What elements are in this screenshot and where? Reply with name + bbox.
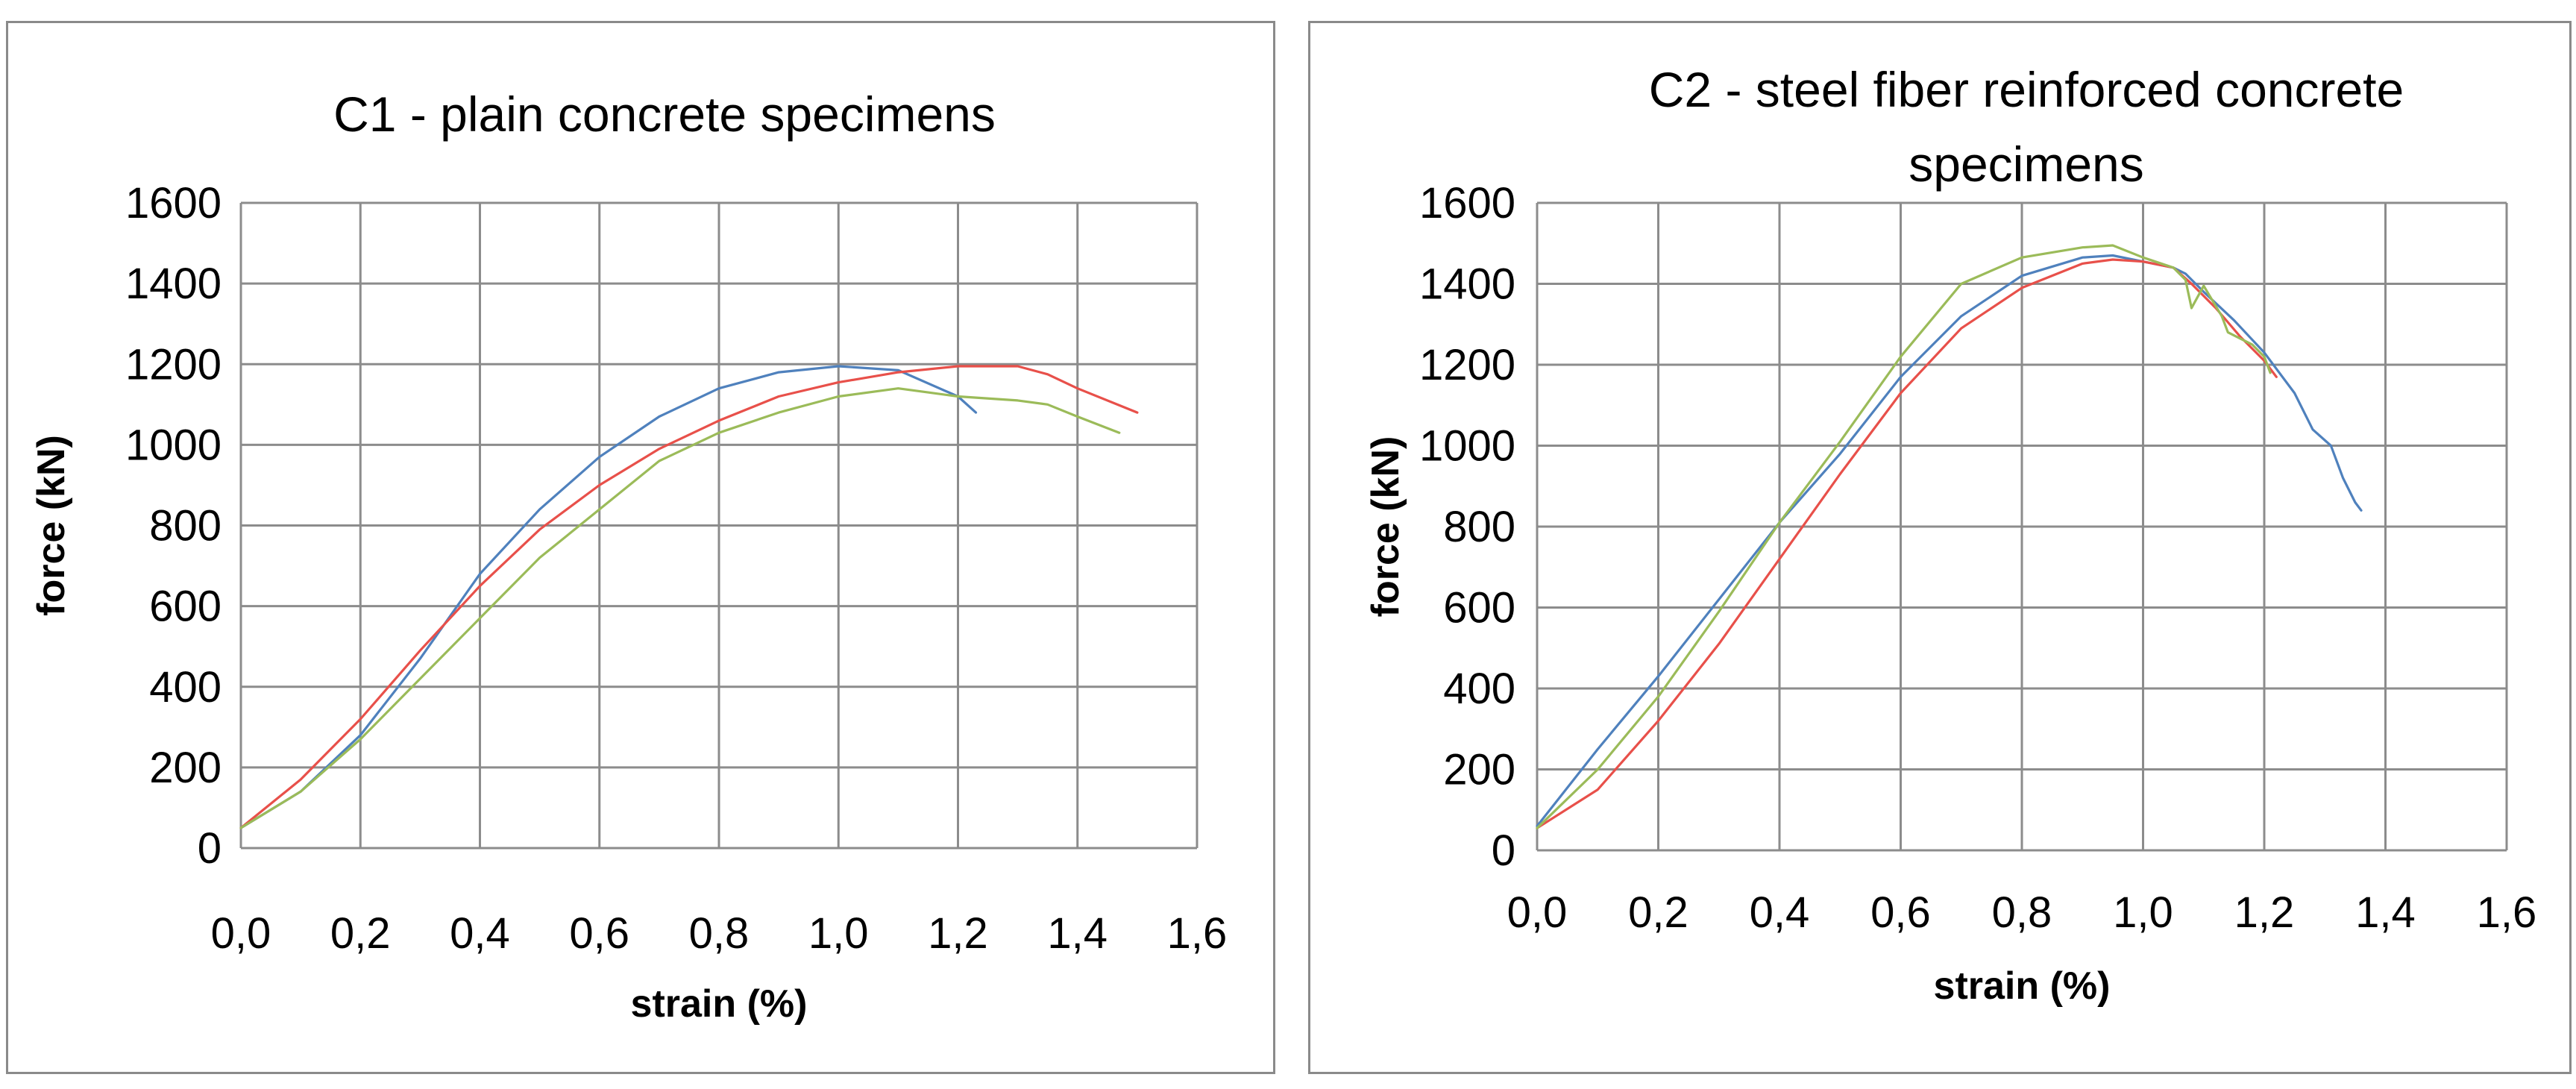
chart-panel-c2: C2 - steel fiber reinforced concrete spec… xyxy=(1308,21,2572,1074)
x-tick-label: 0,8 xyxy=(1992,888,2052,937)
chart-panel-c1: C1 - plain concrete specimens 0 200 400 600 8… xyxy=(6,21,1275,1074)
y-tick-label: 1000 xyxy=(125,421,222,469)
x-tick-label: 1,2 xyxy=(2234,888,2295,937)
y-tick-label: 1600 xyxy=(1419,179,1515,227)
y-axis-label: force (kN) xyxy=(30,435,73,616)
x-axis-label: strain (%) xyxy=(631,982,808,1026)
series-line-3 xyxy=(1536,244,2272,829)
y-tick-label: 600 xyxy=(149,583,222,631)
y-tick-label: 200 xyxy=(1443,746,1515,794)
x-tick-label: 1,2 xyxy=(928,909,988,958)
y-tick-label: 0 xyxy=(1492,826,1515,875)
x-tick-label: 1,4 xyxy=(2355,888,2416,937)
x-tick-label: 1,0 xyxy=(808,909,869,958)
x-tick-label: 1,4 xyxy=(1047,909,1108,958)
y-tick-label: 800 xyxy=(1443,503,1515,551)
y-tick-label: 1200 xyxy=(1419,341,1515,389)
y-tick-label: 600 xyxy=(1443,584,1515,633)
chart-title: specimens xyxy=(1909,136,2143,192)
x-tick-label: 1,6 xyxy=(2477,888,2537,937)
series-line-1 xyxy=(239,365,978,829)
x-tick-label: 1,6 xyxy=(1167,909,1228,958)
chart-title: C1 - plain concrete specimens xyxy=(333,87,996,142)
series-line-3 xyxy=(239,387,1121,829)
x-tick-label: 0,0 xyxy=(211,909,271,958)
y-tick-label: 1000 xyxy=(1419,422,1515,471)
x-tick-label: 0,6 xyxy=(569,909,629,958)
y-tick-label: 1200 xyxy=(125,340,222,389)
x-tick-label: 0,6 xyxy=(1870,888,1931,937)
x-axis-label: strain (%) xyxy=(1934,964,2111,1008)
y-tick-label: 0 xyxy=(198,824,222,873)
y-tick-label: 800 xyxy=(149,502,222,550)
x-tick-label: 1,0 xyxy=(2113,888,2173,937)
y-tick-label: 200 xyxy=(149,744,222,792)
x-tick-label: 0,2 xyxy=(330,909,391,958)
x-tick-label: 0,8 xyxy=(689,909,750,958)
y-tick-label: 1400 xyxy=(125,260,222,308)
x-tick-label: 0,4 xyxy=(450,909,510,958)
x-tick-label: 0,4 xyxy=(1750,888,1810,937)
y-axis-label: force (kN) xyxy=(1364,436,1407,618)
y-tick-label: 1400 xyxy=(1419,260,1515,309)
y-tick-label: 1600 xyxy=(125,179,222,227)
x-tick-label: 0,0 xyxy=(1507,888,1568,937)
series-line-2 xyxy=(239,365,1139,829)
chart-title: C2 - steel fiber reinforced concrete xyxy=(1649,62,2404,117)
series-line-2 xyxy=(1536,258,2278,829)
chart-c1: C1 - plain concrete specimens 0 200 400 600 8… xyxy=(30,87,1228,1026)
chart-c2: C2 - steel fiber reinforced concrete spec… xyxy=(1364,62,2537,1008)
x-tick-label: 0,2 xyxy=(1628,888,1688,937)
y-tick-label: 400 xyxy=(149,663,222,712)
y-tick-label: 400 xyxy=(1443,665,1515,713)
